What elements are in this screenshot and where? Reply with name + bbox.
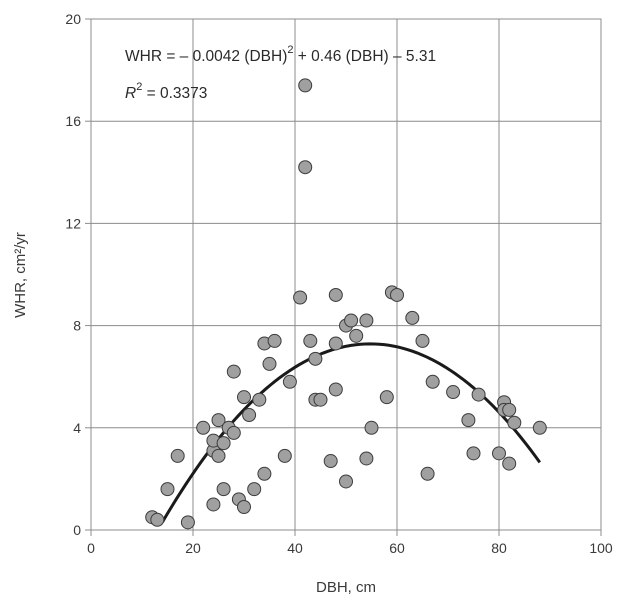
fit-curve xyxy=(161,342,542,523)
data-point xyxy=(502,456,517,471)
regression-equation: WHR = – 0.0042 (DBH)2 + 0.46 (DBH) – 5.3… xyxy=(125,44,436,65)
y-tick-label: 8 xyxy=(73,318,81,334)
data-point xyxy=(328,382,343,397)
data-point xyxy=(359,313,374,328)
data-point xyxy=(293,290,308,305)
data-point xyxy=(257,466,272,481)
data-point xyxy=(420,466,435,481)
fit-curve-layer xyxy=(161,342,542,523)
r2-value: = 0.3373 xyxy=(142,85,207,102)
x-tick-label: 20 xyxy=(185,540,201,556)
data-point xyxy=(349,328,364,343)
data-point xyxy=(216,482,231,497)
data-point xyxy=(237,390,251,405)
x-tick-label: 100 xyxy=(589,540,613,556)
data-point xyxy=(415,333,430,348)
data-point xyxy=(211,413,226,428)
data-point xyxy=(216,436,231,451)
data-point xyxy=(206,497,221,512)
data-point xyxy=(298,160,313,175)
data-point xyxy=(359,451,374,466)
data-point xyxy=(466,446,481,461)
data-point xyxy=(461,413,476,428)
data-point xyxy=(308,351,323,366)
data-point xyxy=(226,425,241,440)
data-point xyxy=(390,287,404,302)
data-point xyxy=(277,448,292,463)
data-point xyxy=(226,364,241,379)
data-point xyxy=(267,333,282,348)
r-squared-label: R2 = 0.3373 xyxy=(125,81,207,102)
data-point xyxy=(339,474,353,489)
data-point xyxy=(150,512,165,527)
y-axis-tick-labels: 0 4 8 12 16 20 xyxy=(65,11,81,538)
x-axis-tick-labels: 0 20 40 60 80 100 xyxy=(87,540,613,556)
data-point xyxy=(425,374,440,389)
data-point xyxy=(170,448,185,463)
data-point xyxy=(379,390,394,405)
equation-suffix: + 0.46 (DBH) – 5.31 xyxy=(294,48,437,65)
y-tick-label: 0 xyxy=(73,522,81,538)
data-point xyxy=(492,446,506,461)
data-point xyxy=(282,374,297,389)
data-point xyxy=(364,420,379,435)
plot-frame xyxy=(90,18,602,531)
data-points xyxy=(145,78,547,530)
y-tick-label: 20 xyxy=(65,11,81,27)
x-tick-label: 40 xyxy=(287,540,303,556)
data-point xyxy=(180,515,195,530)
data-point xyxy=(323,454,338,469)
data-point xyxy=(237,500,251,515)
data-point xyxy=(196,420,211,435)
data-point xyxy=(247,482,262,497)
data-point xyxy=(328,336,343,351)
equation-exponent: 2 xyxy=(287,44,293,56)
x-tick-label: 80 xyxy=(491,540,507,556)
data-point xyxy=(242,408,257,423)
data-point xyxy=(211,448,226,463)
data-point xyxy=(252,392,267,407)
x-axis-title: DBH, cm xyxy=(316,579,376,596)
x-tick-label: 0 xyxy=(87,540,95,556)
equation-prefix: WHR = – 0.0042 (DBH) xyxy=(125,48,287,65)
y-tick-label: 4 xyxy=(73,420,81,436)
data-point xyxy=(303,333,318,348)
data-point xyxy=(507,415,522,430)
y-axis-title: WHR, cm²/yr xyxy=(12,232,29,318)
x-tick-label: 60 xyxy=(389,540,405,556)
data-point xyxy=(502,402,517,417)
data-point xyxy=(446,385,461,400)
data-point xyxy=(532,420,547,435)
data-point xyxy=(471,387,486,402)
y-tick-label: 16 xyxy=(65,113,81,129)
y-tick-label: 12 xyxy=(65,215,81,231)
data-point xyxy=(405,310,420,325)
r2-letter: R xyxy=(125,85,136,102)
axis-ticks xyxy=(85,18,602,536)
data-point xyxy=(313,392,328,407)
r2-exponent: 2 xyxy=(136,81,142,93)
data-point xyxy=(328,287,343,302)
data-point xyxy=(344,313,359,328)
data-point xyxy=(262,356,277,371)
data-point xyxy=(160,482,175,497)
data-point xyxy=(298,78,313,93)
